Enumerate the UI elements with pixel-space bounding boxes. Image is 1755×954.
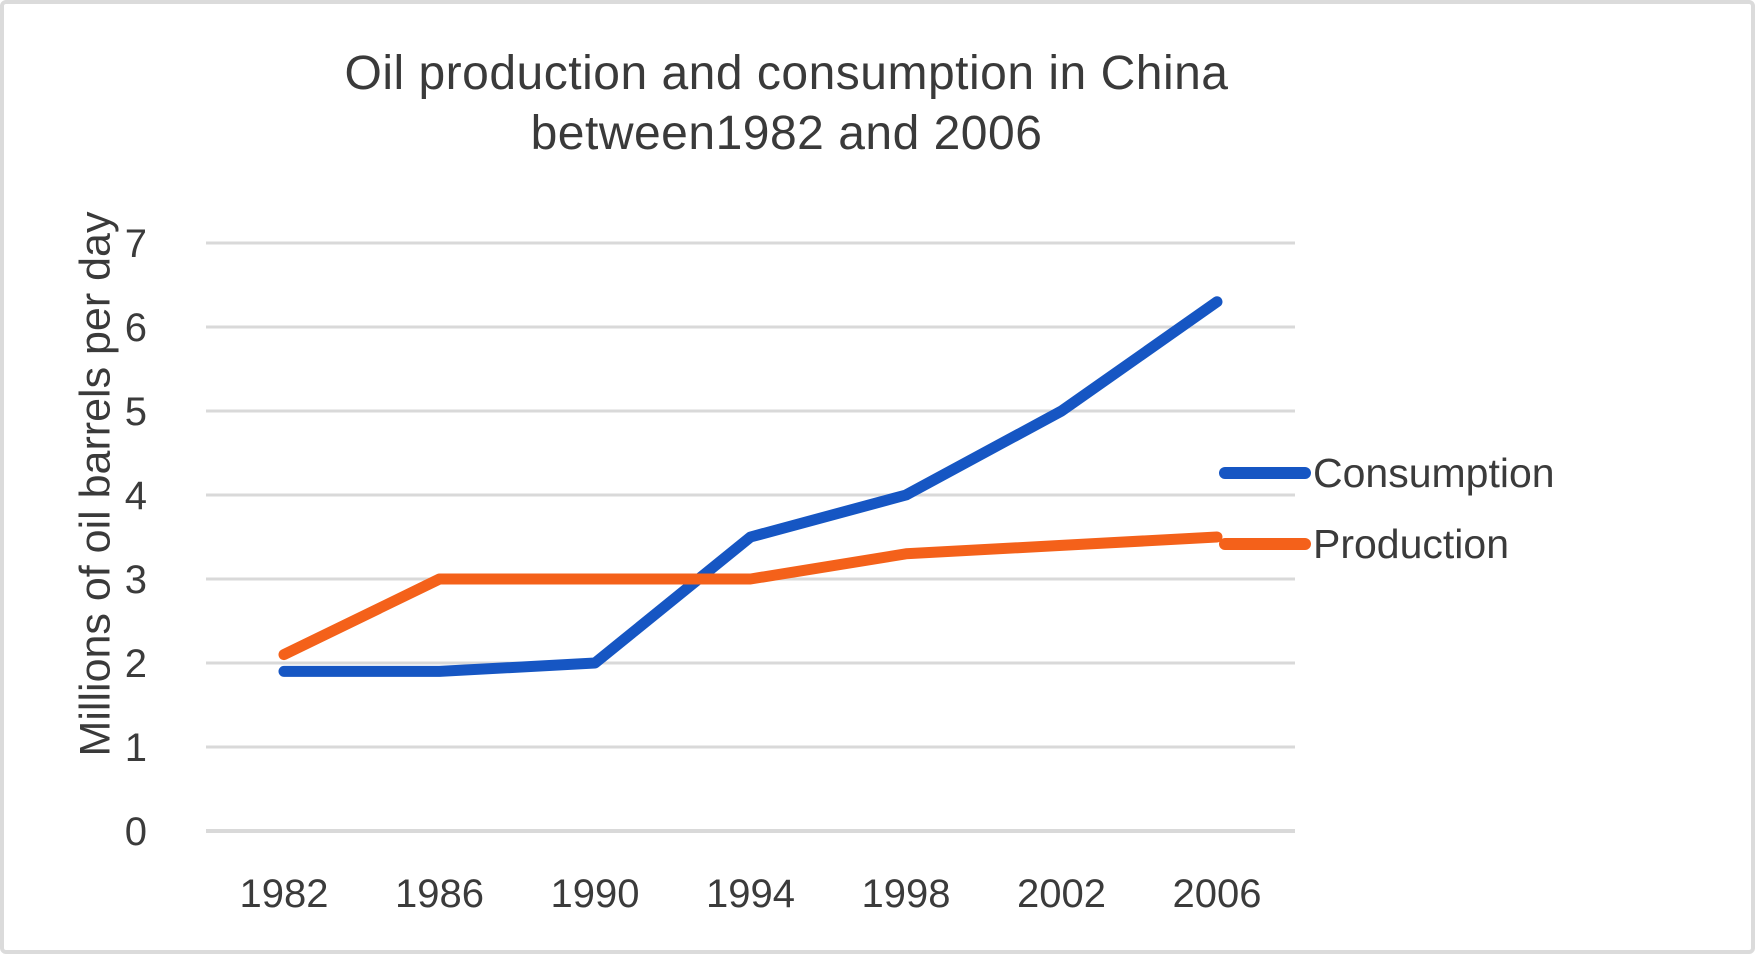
y-tick-label-0: 0 (125, 810, 147, 854)
legend-label-production: Production (1313, 520, 1510, 567)
y-tick-label-1: 1 (125, 726, 147, 770)
x-tick-label-1994: 1994 (706, 872, 795, 916)
y-tick-label-3: 3 (125, 558, 147, 602)
line-chart-plot-area: 0 1 2 3 4 5 6 7 1982 1986 1990 1994 1998 2002 2006 (125, 222, 1295, 916)
y-tick-label-2: 2 (125, 642, 147, 686)
y-tick-label-5: 5 (125, 390, 147, 434)
legend-item-consumption: Consumption (1219, 448, 1555, 498)
production-line-swatch (1219, 538, 1311, 550)
y-tick-label-6: 6 (125, 306, 147, 350)
production-line-series (278, 531, 1223, 661)
legend-item-production: Production (1219, 519, 1555, 569)
chart-title-line-2: between1982 and 2006 (530, 107, 1043, 161)
consumption-line-series (278, 296, 1223, 677)
x-tick-label-1986: 1986 (395, 872, 484, 916)
x-tick-label-1982: 1982 (240, 872, 329, 916)
x-tick-label-1998: 1998 (862, 872, 951, 916)
chart-title-line-1: Oil production and consumption in China (344, 47, 1229, 100)
chart-legend: Consumption Production (1219, 448, 1555, 590)
chart-title: Oil production and consumption in China … (4, 44, 1569, 165)
legend-label-consumption: Consumption (1313, 449, 1555, 496)
y-tick-label-7: 7 (125, 222, 147, 266)
x-tick-label-2002: 2002 (1017, 872, 1106, 916)
x-tick-label-2006: 2006 (1173, 872, 1262, 916)
y-tick-label-4: 4 (125, 474, 147, 518)
x-tick-label-1990: 1990 (551, 872, 640, 916)
consumption-line-swatch (1219, 467, 1311, 479)
